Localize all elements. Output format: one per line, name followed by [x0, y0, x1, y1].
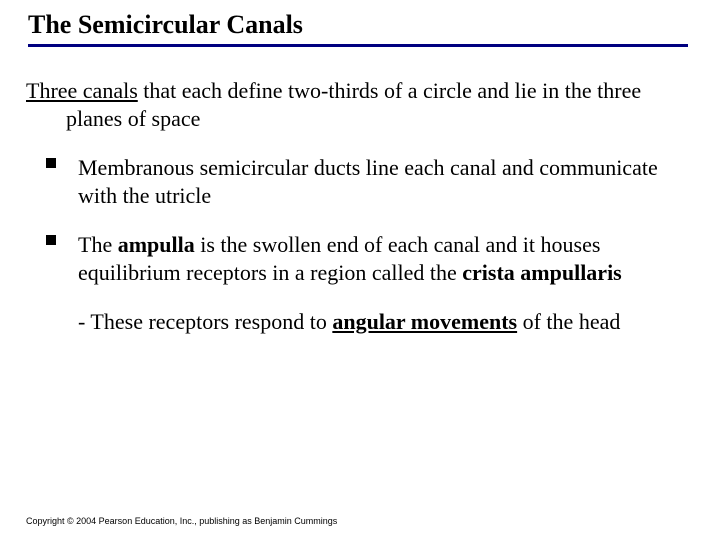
body-content: Three canals that each define two-thirds…	[0, 47, 720, 336]
sub-pre: - These receptors respond to	[78, 309, 332, 334]
bullet-2-pre: The	[78, 232, 118, 257]
square-bullet-icon	[46, 235, 56, 245]
intro-paragraph: Three canals that each define two-thirds…	[26, 77, 686, 132]
bullet-1-text: Membranous semicircular ducts line each …	[78, 155, 658, 208]
slide-title: The Semicircular Canals	[28, 10, 720, 40]
sub-bullet: - These receptors respond to angular mov…	[26, 308, 686, 336]
term-angular-movements: angular movements	[332, 309, 517, 334]
intro-lead: Three canals	[26, 78, 138, 103]
intro-rest: that each define two-thirds of a circle …	[66, 78, 641, 131]
term-ampulla: ampulla	[118, 232, 195, 257]
slide: The Semicircular Canals Three canals tha…	[0, 0, 720, 540]
copyright-notice: Copyright © 2004 Pearson Education, Inc.…	[26, 516, 337, 526]
bullet-item-2: The ampulla is the swollen end of each c…	[26, 231, 686, 286]
sub-post: of the head	[517, 309, 620, 334]
bullet-item-1: Membranous semicircular ducts line each …	[26, 154, 686, 209]
title-block: The Semicircular Canals	[0, 0, 720, 47]
square-bullet-icon	[46, 158, 56, 168]
term-crista-ampullaris: crista ampullaris	[462, 260, 622, 285]
